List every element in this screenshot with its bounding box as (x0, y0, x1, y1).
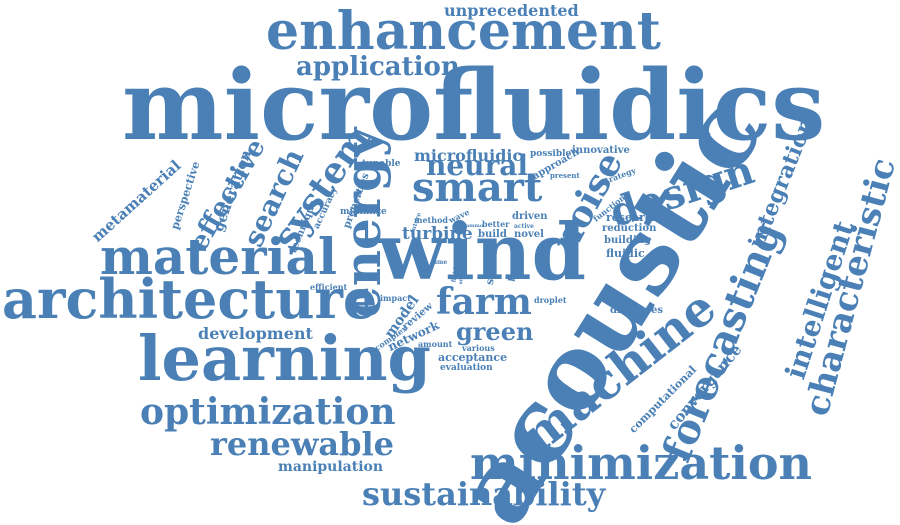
word-microfluidics: microfluidics (122, 49, 826, 162)
word-application: application (296, 52, 460, 82)
word-optimization: optimization (140, 391, 396, 433)
word-discusses: discusses (610, 305, 664, 316)
word-development: development (198, 324, 313, 343)
word-driven: driven (512, 211, 548, 222)
word-green: green (456, 317, 534, 346)
word-enhancement: enhancement (266, 1, 661, 62)
word-wind: wind (378, 207, 587, 298)
word-tunable: tunable (362, 159, 401, 169)
word-reduction: reduction (602, 223, 657, 234)
word-stream: stream (483, 241, 500, 286)
word-better: better (482, 219, 510, 229)
word-efficient: efficient (310, 282, 348, 292)
word-learning: learning (138, 322, 431, 395)
word-minimization: minimization (470, 436, 812, 490)
word-novel: novel (514, 229, 544, 240)
word-present: present (550, 171, 580, 180)
word-method: method (414, 215, 448, 225)
word-unprecedented: unprecedented (444, 1, 579, 20)
word-turbine: turbine (402, 224, 473, 244)
word-research: research (606, 211, 660, 224)
word-fluidic: fluidic (606, 247, 645, 260)
word-possible: possible (530, 149, 572, 159)
word-minimize: minimize (340, 207, 387, 217)
word-smart: smart (412, 164, 543, 211)
word-farm: farm (436, 281, 532, 323)
word-impact: impact (380, 293, 411, 303)
word-sustainability: sustainability (362, 475, 606, 513)
word-evaluation: evaluation (440, 363, 493, 373)
word-renewable: renewable (210, 425, 395, 463)
word-time: time (432, 259, 448, 266)
word-various: various (462, 343, 495, 353)
word-active: active (514, 223, 534, 230)
word-material: material (100, 227, 337, 286)
word-acceptance: acceptance (438, 351, 508, 364)
word-manipulation: manipulation (278, 459, 384, 475)
word-droplet: droplet (534, 295, 567, 305)
word-architecture: architecture (2, 267, 378, 331)
word-building: building (604, 235, 651, 246)
word-ammo: ammo (466, 223, 484, 229)
word-neural: neural (426, 149, 529, 182)
word-innovative: innovative (572, 145, 630, 156)
word-amount: amount (418, 339, 453, 349)
word-build: build (478, 229, 507, 240)
word-microfluidic: microfluidic (414, 146, 523, 165)
